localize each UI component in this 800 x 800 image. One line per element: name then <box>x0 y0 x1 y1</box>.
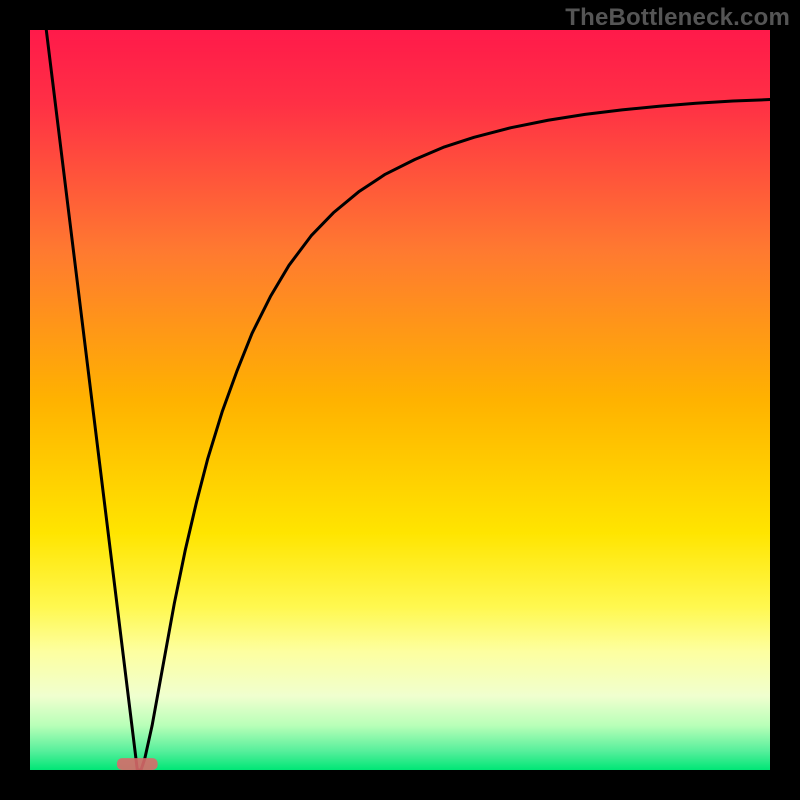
plot-background <box>30 30 770 770</box>
dip-marker <box>117 758 158 770</box>
chart-container: TheBottleneck.com <box>0 0 800 800</box>
bottleneck-chart <box>0 0 800 800</box>
source-watermark: TheBottleneck.com <box>565 4 790 32</box>
